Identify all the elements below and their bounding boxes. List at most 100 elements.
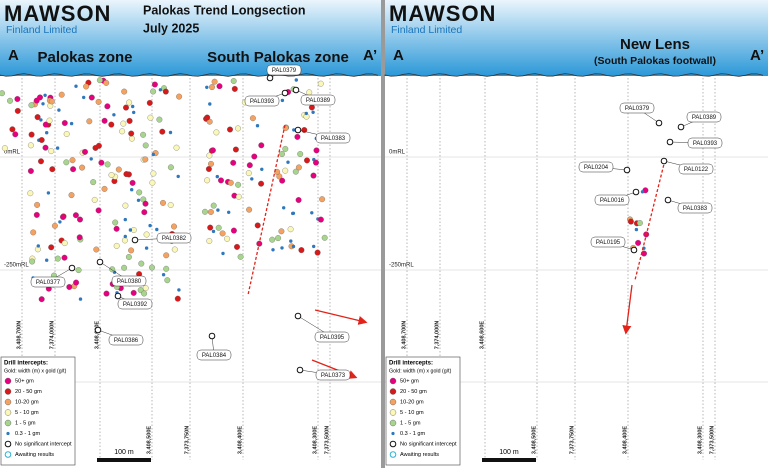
legend-box xyxy=(0,356,76,466)
trend-line xyxy=(634,159,666,281)
intercept-dot xyxy=(301,127,308,133)
intercept-dot xyxy=(314,249,321,256)
level-label: -250mRL xyxy=(389,263,414,269)
plunge-arrow xyxy=(622,284,633,335)
hole-marker xyxy=(660,157,668,165)
legend-label: No significant intercept xyxy=(15,441,72,447)
hole-label: PAL0393 xyxy=(250,99,275,105)
grid-label: 3,408,700N xyxy=(16,321,22,349)
intercept-dot xyxy=(41,102,45,106)
hole-marker xyxy=(131,236,139,244)
hole-label: PAL0384 xyxy=(202,353,227,359)
intercept-dot xyxy=(246,206,253,213)
legend-swatch xyxy=(4,409,12,416)
intercept-dot xyxy=(142,142,149,149)
hole-label-box xyxy=(314,331,350,343)
plunge-arrow xyxy=(314,309,368,325)
intercept-dot xyxy=(7,97,13,104)
panel: 0mRL-250mRL-500mRL3,408,700N7,374,000N3,… xyxy=(384,0,768,468)
grid-label: 7,373,750N xyxy=(184,426,190,454)
grid-label: 7,374,000N xyxy=(49,321,55,349)
intercept-dot xyxy=(280,98,285,103)
intercept-dot xyxy=(121,88,128,95)
hole-label: PAL0382 xyxy=(162,236,187,242)
intercept-dot xyxy=(101,185,108,192)
intercept-dot xyxy=(149,264,155,271)
intercept-dot xyxy=(1,145,8,152)
hole-label-box xyxy=(687,137,723,149)
intercept-dot xyxy=(82,95,86,100)
intercept-dot xyxy=(74,84,78,88)
section-end: A xyxy=(393,47,404,64)
hole-marker xyxy=(266,74,274,82)
hole-label: PAL0383 xyxy=(683,206,708,212)
intercept-dot xyxy=(72,212,79,219)
intercept-dot xyxy=(39,118,43,122)
hole-label-box xyxy=(594,194,630,206)
legend-swatch xyxy=(389,419,397,427)
legend-label: Awaiting results xyxy=(15,452,54,458)
intercept-dot xyxy=(251,153,258,160)
intercept-dot xyxy=(163,265,170,272)
intercept-dot xyxy=(142,285,149,292)
intercept-dot xyxy=(103,79,110,86)
legend-label: 0.3 - 1 gm xyxy=(15,431,41,437)
hole-marker xyxy=(655,119,663,127)
intercept-dot xyxy=(142,200,149,207)
legend-swatch xyxy=(4,398,12,406)
intercept-dot xyxy=(48,148,55,155)
intercept-dot xyxy=(249,115,256,122)
intercept-dot xyxy=(108,121,115,128)
intercept-dot xyxy=(96,77,103,84)
intercept-dot xyxy=(95,98,102,105)
intercept-dot xyxy=(42,144,49,151)
intercept-dot xyxy=(55,146,60,150)
intercept-dot xyxy=(129,179,136,186)
intercept-dot xyxy=(205,85,209,90)
intercept-dot xyxy=(86,118,93,125)
intercept-dot xyxy=(312,244,316,249)
legend-swatch xyxy=(391,431,395,436)
intercept-dot xyxy=(304,111,308,116)
hole-label-box xyxy=(117,298,153,310)
intercept-dot xyxy=(49,166,56,173)
legend-swatch xyxy=(389,440,397,448)
intercept-dot xyxy=(292,128,296,132)
hole-label: PAL0393 xyxy=(693,141,718,147)
intercept-dot xyxy=(146,99,153,106)
intercept-dot xyxy=(61,240,68,247)
legend-label: 0.3 - 1 gm xyxy=(400,431,426,437)
intercept-dot xyxy=(205,166,212,172)
hole-label-box xyxy=(111,275,147,287)
intercept-dot xyxy=(136,198,141,202)
intercept-dot xyxy=(235,125,241,132)
level-label: 0mRL xyxy=(4,150,21,156)
intercept-dot xyxy=(143,231,150,238)
intercept-dot xyxy=(123,171,130,178)
intercept-dot xyxy=(140,131,147,138)
intercept-dot xyxy=(36,244,40,248)
zone-label: New Lens xyxy=(620,36,690,53)
intercept-dot xyxy=(218,177,224,184)
legend-label: 50+ gm xyxy=(15,378,34,384)
hole-label: PAL0386 xyxy=(114,338,139,344)
intercept-dot xyxy=(51,222,58,229)
hole-label-box xyxy=(30,276,66,288)
intercept-dot xyxy=(12,131,19,138)
grid-label: 3,408,400E xyxy=(237,426,243,454)
intercept-dot xyxy=(237,253,244,260)
intercept-dot xyxy=(176,174,180,179)
intercept-dot xyxy=(317,216,324,223)
intercept-dot xyxy=(206,152,213,159)
intercept-dot xyxy=(313,147,320,154)
intercept-dot xyxy=(306,89,313,96)
intercept-dot xyxy=(280,246,284,250)
hole-label-box xyxy=(619,102,655,114)
hole-marker xyxy=(677,123,685,131)
scale-bar xyxy=(97,458,151,462)
hole-label: PAL0380 xyxy=(117,279,142,285)
intercept-dot xyxy=(635,239,642,246)
intercept-dot xyxy=(130,188,134,192)
legend-label: 20 - 50 gm xyxy=(400,389,427,395)
intercept-dot xyxy=(202,208,208,215)
